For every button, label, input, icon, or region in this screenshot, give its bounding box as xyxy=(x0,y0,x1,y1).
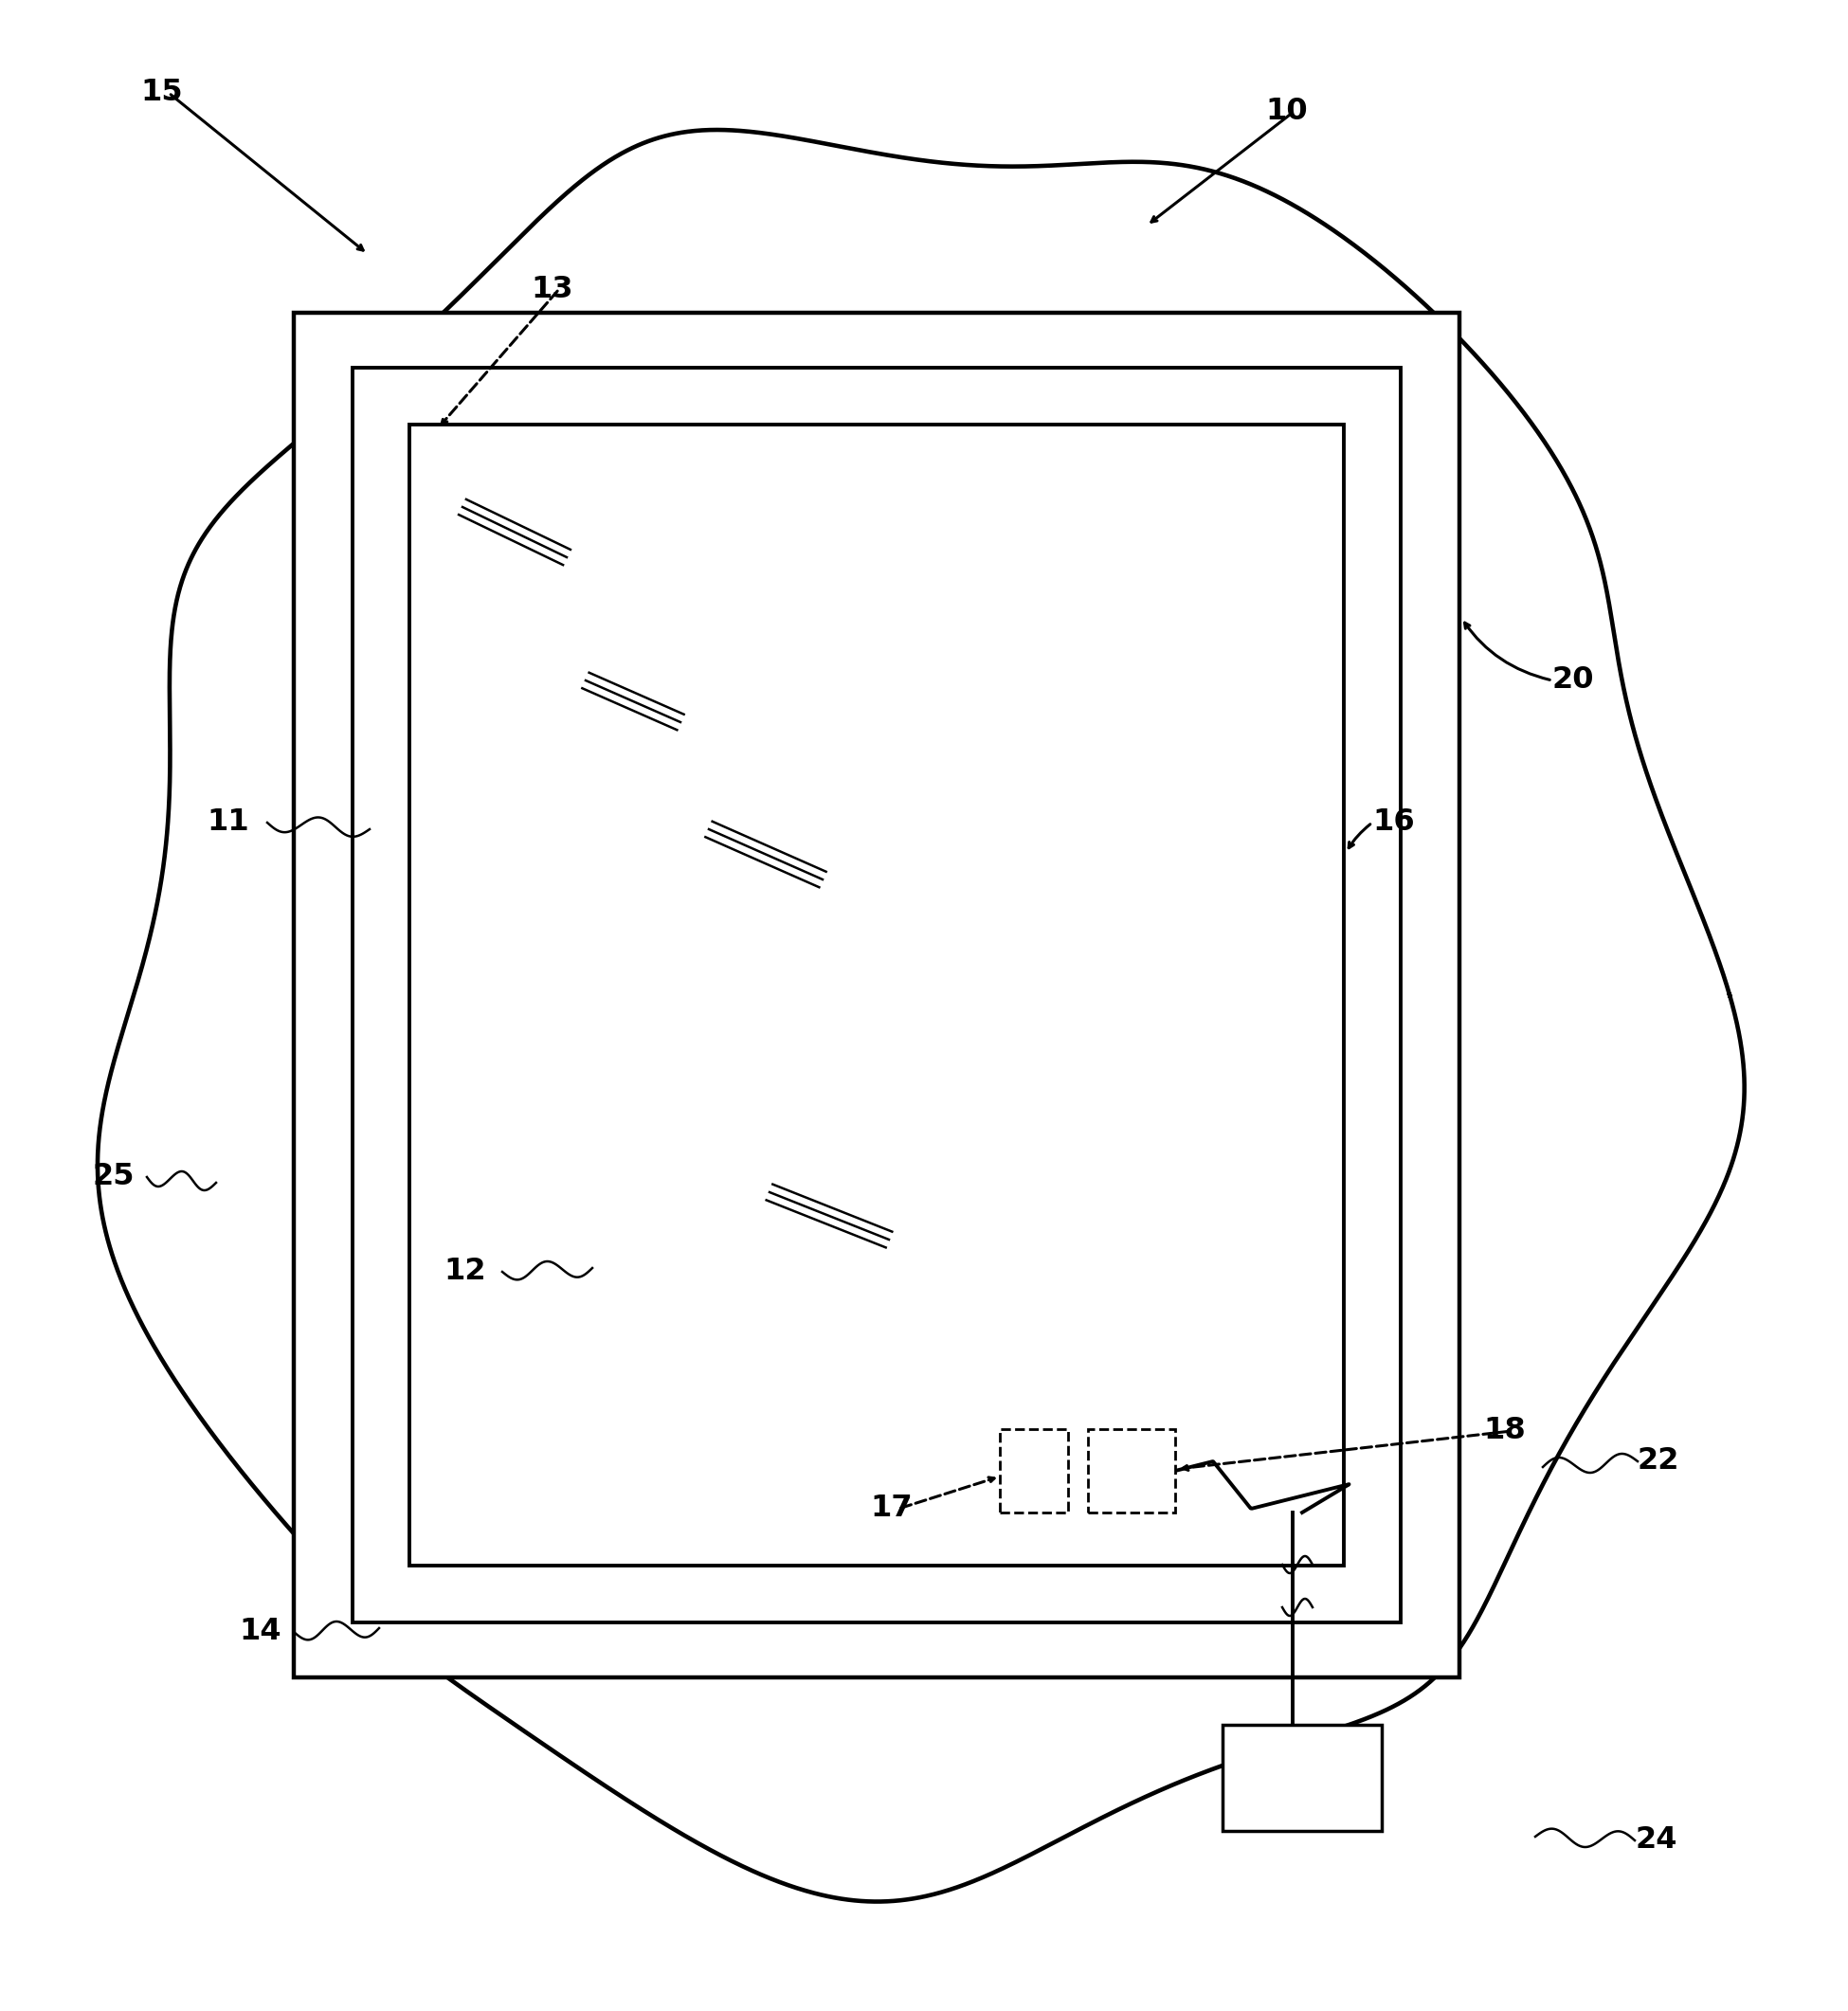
Bar xyxy=(1223,1725,1382,1830)
Bar xyxy=(410,424,1343,1567)
Text: 13: 13 xyxy=(530,273,573,304)
Bar xyxy=(1000,1430,1068,1512)
Text: 14: 14 xyxy=(238,1617,281,1647)
Bar xyxy=(353,368,1401,1623)
Polygon shape xyxy=(98,131,1745,1902)
Text: 20: 20 xyxy=(1552,666,1595,696)
Text: 10: 10 xyxy=(1266,97,1308,127)
Text: 24: 24 xyxy=(1635,1826,1676,1854)
Text: 16: 16 xyxy=(1373,808,1414,837)
Bar xyxy=(294,314,1460,1677)
Text: 17: 17 xyxy=(870,1494,913,1524)
Text: 18: 18 xyxy=(1484,1416,1526,1446)
Text: 11: 11 xyxy=(207,808,249,837)
Bar xyxy=(429,444,1325,1546)
Text: 15: 15 xyxy=(140,78,183,107)
Text: 12: 12 xyxy=(444,1257,486,1287)
Text: 25: 25 xyxy=(92,1162,135,1193)
Text: 22: 22 xyxy=(1637,1446,1680,1476)
Bar xyxy=(1088,1430,1175,1512)
